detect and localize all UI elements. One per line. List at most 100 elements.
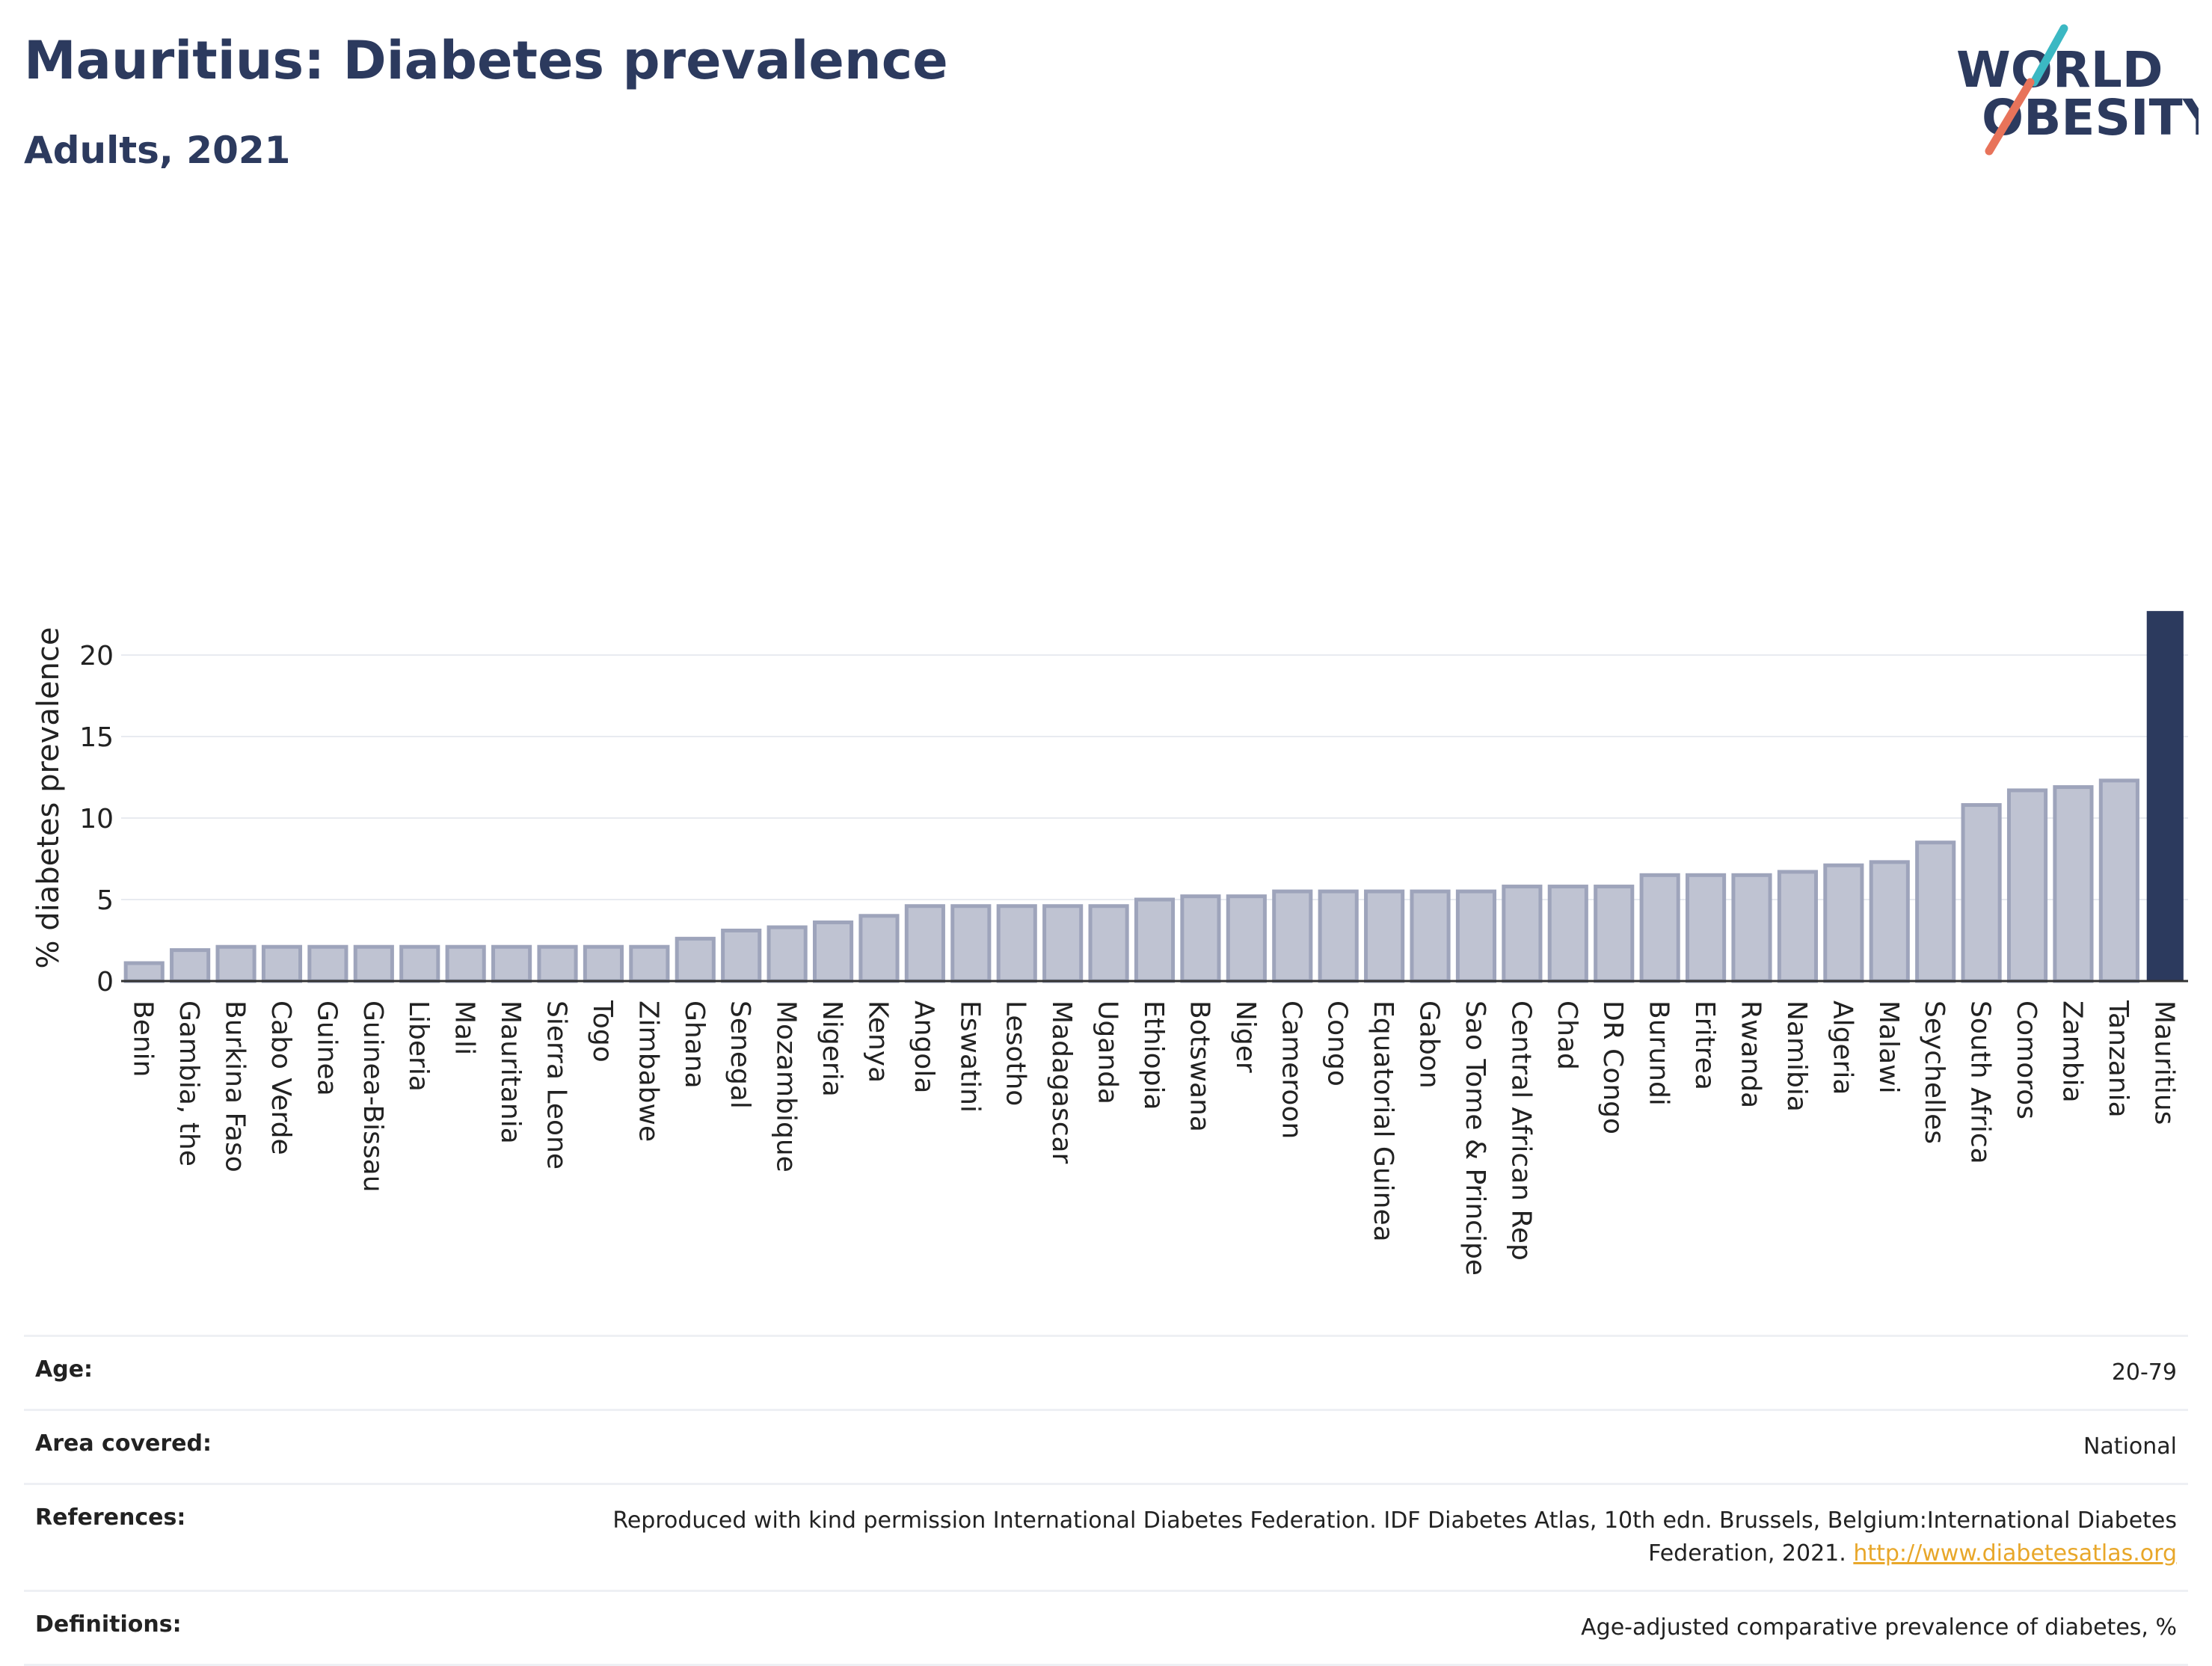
references-text: Reproduced with kind permission Internat… [612, 1507, 2177, 1567]
bar [1639, 873, 1680, 983]
world-obesity-logo: WORLD OBESITY [1956, 24, 2199, 156]
bar [812, 920, 854, 983]
references-value: Reproduced with kind permission Internat… [495, 1484, 2188, 1591]
bar [1961, 803, 2002, 983]
bar [629, 944, 670, 983]
x-tick-label: Benin [128, 1000, 159, 1077]
chart-title: Mauritius: Diabetes prevalence [24, 30, 948, 91]
x-tick-label: Zambia [2056, 1000, 2087, 1103]
bar [2006, 788, 2048, 983]
x-tick-label: Congo [1322, 1000, 1353, 1086]
x-tick-label: Uganda [1093, 1000, 1123, 1104]
x-tick-label: South Africa [1965, 1000, 1996, 1164]
x-tick-label: Sierra Leone [541, 1000, 572, 1169]
x-tick-label: Burkina Faso [220, 1000, 251, 1172]
references-label: References: [35, 1504, 186, 1531]
x-tick-label: Guinea [311, 1000, 342, 1096]
logo-slash-coral-icon [1985, 78, 2035, 156]
x-tick-label: Lesotho [1001, 1000, 1031, 1106]
x-tick-label: Madagascar [1046, 1000, 1077, 1164]
x-tick-label: Rwanda [1735, 1000, 1766, 1108]
logo-line1: WORLD [1956, 41, 2163, 99]
y-axis-title: % diabetes prevalence [31, 627, 66, 968]
bar [950, 904, 992, 983]
y-tick-label: 20 [79, 641, 114, 671]
bar [721, 928, 762, 983]
bar [1180, 894, 1221, 983]
age-value: 20-79 [2111, 1359, 2177, 1386]
bar-chart: 0 5 10 15 20 Benin Gambia, the Burkina Faso Cabo… [31, 611, 2188, 1276]
bar [1088, 904, 1129, 983]
bar [491, 944, 532, 983]
bar [170, 948, 211, 983]
bar [2098, 778, 2139, 983]
bar [1364, 889, 1405, 983]
bar [583, 944, 624, 983]
x-tick-label: Mali [449, 1000, 480, 1055]
x-tick-label: Comoros [2011, 1000, 2042, 1119]
bar [399, 944, 440, 983]
age-label: Age: [35, 1356, 93, 1383]
bar [1042, 904, 1084, 983]
x-tick-label: Guinea-Bissau [357, 1000, 388, 1193]
x-tick-label: Ghana [679, 1000, 710, 1089]
bar [1272, 889, 1313, 983]
x-tick-label: Mauritania [495, 1000, 526, 1144]
definitions-value: Age-adjusted comparative prevalence of d… [1581, 1614, 2177, 1641]
info-row-area: Area covered: National [24, 1410, 2188, 1484]
y-tick-label: 0 [96, 967, 114, 998]
info-row-definitions: Definitions: Age-adjusted comparative pr… [24, 1590, 2188, 1665]
x-tick-label: Mauritius [2148, 1000, 2179, 1125]
x-tick-label: Botswana [1184, 1000, 1214, 1132]
y-tick-label: 5 [96, 885, 114, 916]
x-tick-label: Senegal [725, 1000, 755, 1109]
bar [2146, 611, 2184, 981]
y-tick-label: 15 [79, 722, 114, 753]
x-tick-label: Namibia [1781, 1000, 1812, 1112]
x-tick-label: DR Congo [1597, 1000, 1628, 1134]
bar [1134, 897, 1176, 983]
bar [2053, 785, 2094, 983]
x-tick-label: Algeria [1827, 1000, 1858, 1095]
bar [1594, 885, 1635, 983]
info-table: Age: 20-79 Area covered: National Refere… [24, 1335, 2188, 1666]
bar [1685, 873, 1727, 983]
bar [123, 961, 165, 983]
x-tick-label: Eritrea [1689, 1000, 1720, 1090]
bar [1731, 873, 1772, 983]
area-value: National [2083, 1433, 2177, 1460]
bar [904, 904, 945, 983]
x-tick-label: Central African Rep [1505, 1000, 1536, 1261]
bar [1226, 894, 1267, 983]
bar [215, 944, 256, 983]
x-tick-label: Equatorial Guinea [1368, 1000, 1398, 1242]
bar [353, 944, 394, 983]
x-tick-label: Seychelles [1919, 1000, 1950, 1144]
definitions-label: Definitions: [35, 1611, 182, 1638]
bar [996, 904, 1037, 983]
bar [445, 944, 486, 983]
x-tick-label: Angola [909, 1000, 939, 1093]
x-tick-label: Cameroon [1276, 1000, 1306, 1139]
bar [1502, 885, 1543, 983]
references-link[interactable]: http://www.diabetesatlas.org [1853, 1540, 2177, 1567]
x-tick-label: Togo [587, 1000, 618, 1063]
x-tick-label: Gabon [1414, 1000, 1445, 1089]
bar [1318, 889, 1359, 983]
x-tick-label: Ethiopia [1138, 1000, 1169, 1110]
bar [307, 944, 348, 983]
x-tick-label: Liberia [403, 1000, 434, 1092]
bar [537, 944, 578, 983]
info-row-age: Age: 20-79 [24, 1335, 2188, 1410]
bar [1823, 863, 1864, 983]
x-tick-label: Sao Tome & Principe [1460, 1000, 1490, 1276]
x-tick-label: Chad [1552, 1000, 1582, 1070]
bar [858, 914, 900, 983]
x-tick-label: Cabo Verde [265, 1000, 296, 1155]
x-tick-label: Tanzania [2103, 1000, 2133, 1118]
bar [766, 925, 808, 983]
bar [675, 936, 716, 983]
x-tick-label: Eswatini [954, 1000, 985, 1113]
x-tick-label: Kenya [862, 1000, 893, 1083]
chart-subtitle: Adults, 2021 [24, 129, 291, 172]
